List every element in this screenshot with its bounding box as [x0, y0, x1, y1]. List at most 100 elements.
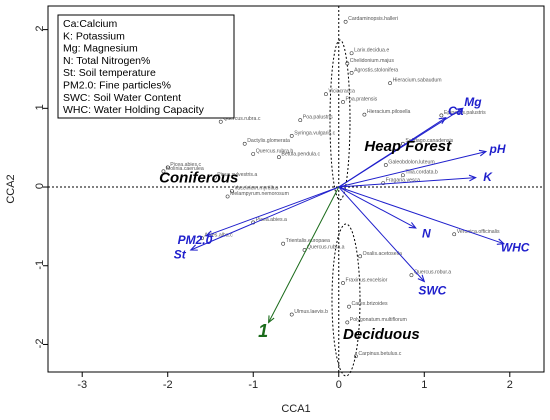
species-point: [362, 112, 367, 117]
species-point: [200, 236, 204, 241]
species-label: Galeobdolon.luteum: [388, 159, 434, 165]
species-label: Molinia.caerulea: [166, 166, 204, 172]
vector-line: [338, 186, 425, 282]
y-axis-title: CCA2: [5, 174, 17, 203]
species-label: Chelidonium.majus: [350, 58, 395, 64]
vector-label: PM2.0: [178, 233, 213, 247]
species-point: [345, 61, 350, 66]
species-label: Betula.pendula.c: [281, 152, 320, 158]
species-label: Polygonatum.multiflorum: [350, 317, 407, 323]
species-point: [251, 152, 256, 156]
species-point: [452, 232, 457, 237]
vector-label: WHC: [501, 241, 530, 255]
species-point: [298, 118, 303, 123]
species-point: [289, 133, 294, 138]
vector-line: [190, 186, 339, 251]
legend-entry: PM2.0: Fine particles%: [63, 80, 171, 92]
vector-label: N: [422, 227, 431, 241]
vector-label: St: [174, 248, 187, 262]
species-label: Abies.alba.c: [204, 233, 233, 239]
species-label: Melampyrum.nemorosum: [230, 191, 289, 197]
vector-line: [268, 186, 340, 323]
species-label: Poa.palustris: [303, 115, 333, 121]
species-point: [343, 19, 348, 24]
species-label: Agrostis.stolonifera: [354, 67, 398, 73]
reference-lines: [48, 6, 544, 372]
vector-label: SWC: [418, 283, 446, 297]
species-label: Trientalis.europaea: [286, 238, 330, 244]
x-tick-label: 0: [336, 379, 342, 391]
species-layer: Cardaminopsis.halleri Larix.decidua.e Chel…: [161, 16, 500, 359]
species-point: [409, 273, 414, 278]
vector-line: [338, 186, 416, 229]
species-point: [225, 194, 230, 199]
species-label: Larix.decidua.e: [354, 48, 389, 54]
vector-line: [338, 117, 446, 188]
species-point: [383, 163, 388, 167]
vector-label: K: [483, 170, 493, 184]
legend-entry: WHC: Water Holding Capacity: [63, 104, 205, 116]
vector-arrowhead: [417, 274, 426, 283]
species-point: [289, 312, 294, 317]
species-label: Quercus.rubra.b: [256, 148, 294, 154]
species-label: Vaccinium.myrtillus: [234, 185, 278, 191]
species-label: Epipactis.palustris: [444, 110, 486, 116]
legend-entry: St: Soil temperature: [63, 67, 156, 79]
vector-arrowhead: [408, 222, 417, 229]
legend-entry: SWC: Soil Water Content: [63, 92, 181, 104]
vector-label: 1: [258, 321, 268, 341]
vector-line: [338, 186, 504, 245]
legend-box: [57, 14, 235, 119]
legend-entry: K: Potassium: [63, 30, 125, 42]
species-point: [358, 254, 363, 259]
species-point: [349, 71, 354, 75]
legend-entry: Ca:Calcium: [63, 18, 118, 30]
species-point: [276, 155, 281, 160]
species-point: [341, 281, 345, 285]
species-label: Picea.abies.c: [170, 162, 201, 168]
species-point: [439, 113, 444, 118]
species-point: [353, 354, 358, 359]
ellipses-layer: [329, 39, 361, 377]
y-tick-label: -2: [34, 339, 46, 349]
x-axis-title: CCA1: [281, 403, 310, 415]
species-point: [400, 173, 405, 178]
y-tick-label: 0: [34, 183, 46, 189]
x-tick-label: 2: [507, 379, 513, 391]
vector-arrowhead: [189, 244, 198, 251]
species-label: Ulmus.laevis.b: [294, 309, 328, 315]
vector-label: Ca: [448, 104, 464, 118]
species-point: [212, 175, 217, 180]
species-label: Quercus.rubra.c: [223, 116, 261, 122]
x-tick-label: -2: [163, 379, 173, 391]
vector-arrowhead: [478, 149, 488, 157]
species-label: Poa.pratensis: [346, 97, 378, 103]
species-label: Dactylis.glomerata: [247, 138, 290, 144]
axis-ticks: -3 -2 -1 0 1 2 -2 -1 0 1 2: [34, 26, 513, 391]
species-point: [341, 100, 345, 104]
species-point: [381, 181, 386, 185]
species-label: Solidago.canadensis: [405, 138, 453, 144]
species-point: [281, 241, 286, 246]
vector-arrowhead: [496, 238, 506, 245]
species-point: [388, 81, 392, 86]
species-label: Quercus.rubra.a: [307, 245, 345, 251]
species-label: Viciacracca: [328, 89, 355, 95]
species-label: Oxalis.acetosella: [363, 251, 402, 257]
vector-arrowhead: [468, 174, 477, 182]
y-tick-label: 2: [34, 26, 46, 32]
species-point: [161, 169, 166, 174]
y-tick-label: -1: [34, 260, 46, 270]
species-point: [345, 320, 350, 325]
species-label: Veronica.officinalis: [457, 229, 500, 235]
vector-line: [206, 186, 339, 237]
vector-arrowhead: [455, 107, 464, 115]
deciduous-ellipse: [331, 223, 361, 377]
heap-forest-ellipse: [329, 39, 351, 201]
species-point: [242, 141, 247, 146]
species-point: [349, 51, 354, 56]
region-label: Deciduous: [343, 326, 420, 343]
